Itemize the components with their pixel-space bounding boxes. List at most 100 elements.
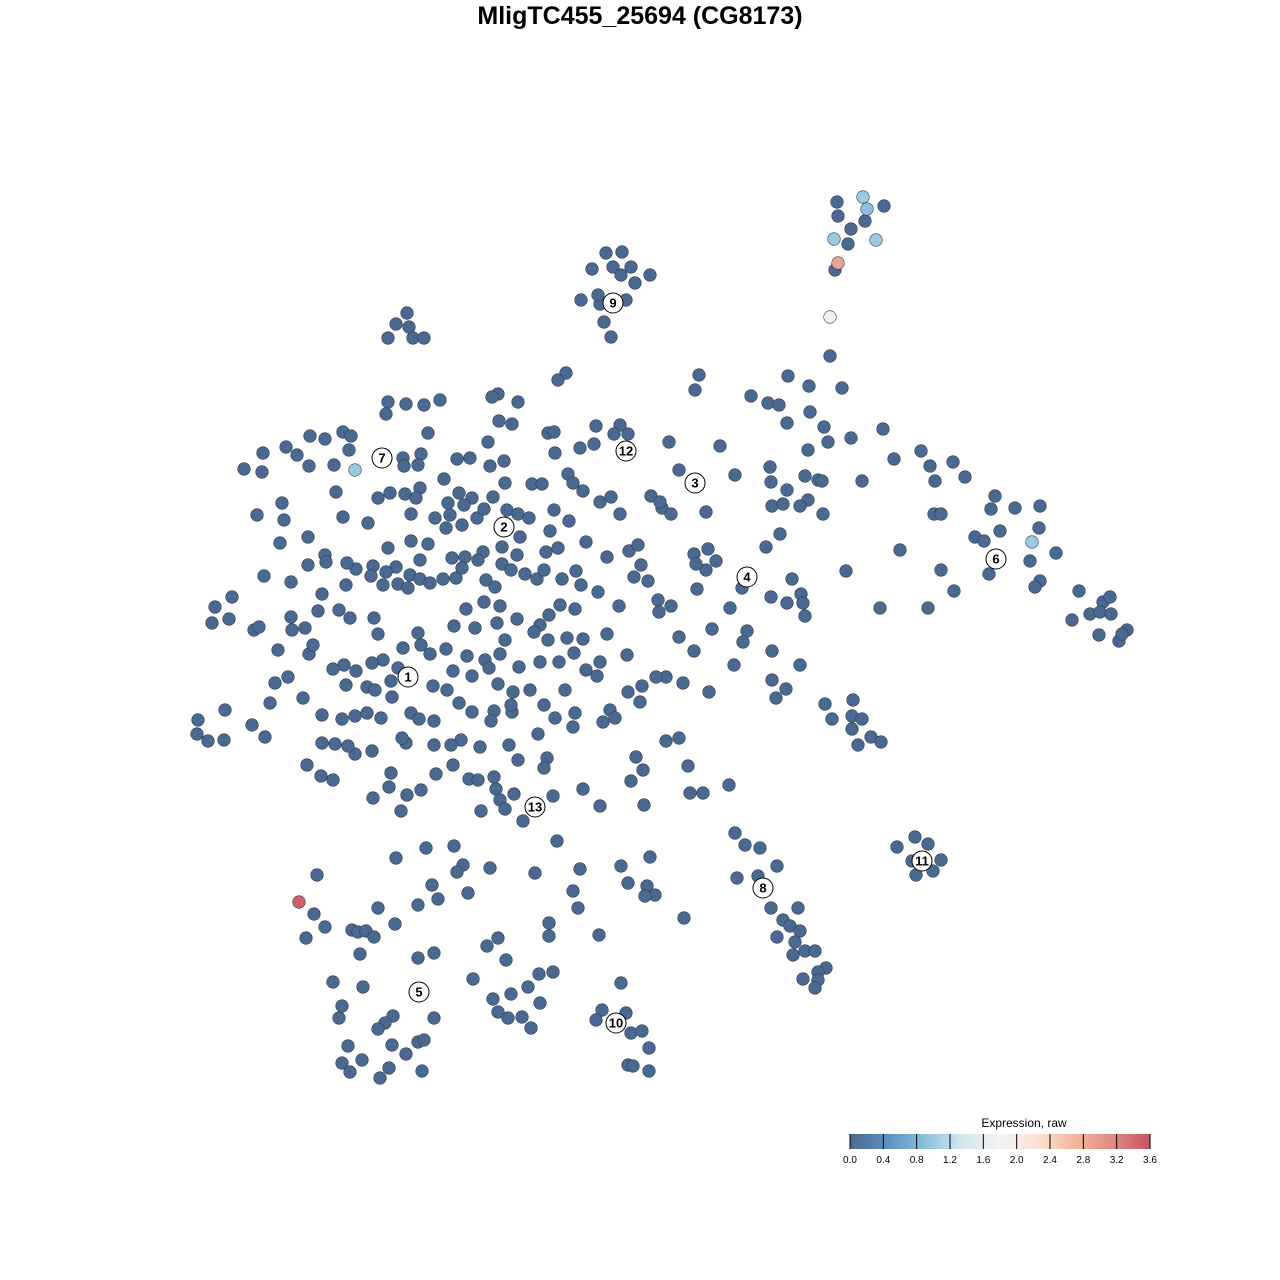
data-point (471, 773, 485, 787)
legend-colorbar (850, 1134, 1150, 1149)
data-point (326, 773, 340, 787)
data-point (643, 850, 657, 864)
data-point (597, 315, 611, 329)
data-point (404, 507, 418, 521)
data-point (487, 770, 501, 784)
data-point (355, 1053, 369, 1067)
data-point (314, 769, 328, 783)
data-point (553, 598, 567, 612)
data-point (284, 610, 298, 624)
data-point (761, 396, 775, 410)
data-point (504, 698, 518, 712)
data-point (600, 627, 614, 641)
data-point (858, 214, 872, 228)
data-point (634, 558, 648, 572)
data-point (343, 611, 357, 625)
data-point (318, 432, 332, 446)
cluster-label-circle (605, 1012, 627, 1034)
data-point (510, 548, 524, 562)
data-point (421, 426, 435, 440)
data-point (579, 535, 593, 549)
data-point (793, 924, 807, 938)
data-point (486, 490, 500, 504)
data-point (381, 541, 395, 555)
cluster-label-circle (493, 516, 515, 538)
data-point (921, 601, 935, 615)
data-point (421, 537, 435, 551)
cluster-label-10: 10 (605, 1012, 627, 1034)
data-point (736, 635, 750, 649)
data-point (808, 981, 822, 995)
data-point (803, 405, 817, 419)
data-point (607, 427, 621, 441)
data-point (705, 622, 719, 636)
data-point (856, 190, 870, 204)
data-point (374, 711, 388, 725)
data-point (423, 576, 437, 590)
legend-tick-label: 1.2 (943, 1155, 957, 1166)
data-point (303, 429, 317, 443)
cluster-label-text: 5 (415, 985, 422, 1000)
data-point (596, 715, 610, 729)
data-point (709, 554, 723, 568)
data-point (504, 563, 518, 577)
data-point (379, 565, 393, 579)
legend-tick-label: 0.4 (876, 1155, 890, 1166)
data-point (699, 563, 713, 577)
data-point (201, 734, 215, 748)
data-point (218, 703, 232, 717)
data-point (1104, 607, 1118, 621)
data-point (413, 553, 427, 567)
data-point (558, 683, 572, 697)
data-point (411, 458, 425, 472)
data-point (255, 465, 269, 479)
legend-tick-label: 3.2 (1110, 1155, 1124, 1166)
data-point (759, 540, 773, 554)
cluster-label-1: 1 (397, 666, 419, 688)
data-point (217, 733, 231, 747)
data-point (765, 644, 779, 658)
data-point (463, 451, 477, 465)
data-point (591, 288, 605, 302)
data-point (348, 463, 362, 477)
data-point (683, 786, 697, 800)
data-point (928, 474, 942, 488)
data-point (491, 931, 505, 945)
data-point (498, 802, 512, 816)
data-point (409, 491, 423, 505)
data-point (414, 447, 428, 461)
data-point (934, 507, 948, 521)
data-point (344, 429, 358, 443)
data-point (793, 658, 807, 672)
data-point (801, 443, 815, 457)
data-point (281, 670, 295, 684)
data-point (1033, 499, 1047, 513)
data-point (468, 621, 482, 635)
data-point (279, 440, 293, 454)
data-point (769, 691, 783, 705)
data-point (844, 431, 858, 445)
data-point (893, 543, 907, 557)
data-point (730, 871, 744, 885)
data-point (791, 901, 805, 915)
data-point (846, 693, 860, 707)
data-point (908, 830, 922, 844)
data-point (268, 676, 282, 690)
data-point (606, 260, 620, 274)
data-point (579, 663, 593, 677)
data-point (664, 599, 678, 613)
data-point (439, 642, 453, 656)
data-point (873, 601, 887, 615)
data-point (385, 690, 399, 704)
data-point (615, 245, 629, 259)
data-point (480, 939, 494, 953)
data-point (510, 612, 524, 626)
data-point (521, 980, 535, 994)
data-point (306, 638, 320, 652)
data-point (252, 620, 266, 634)
chart-title: MligTC455_25694 (CG8173) (477, 2, 803, 30)
data-point (568, 706, 582, 720)
data-point (713, 439, 727, 453)
data-point (921, 837, 935, 851)
data-point (481, 435, 495, 449)
